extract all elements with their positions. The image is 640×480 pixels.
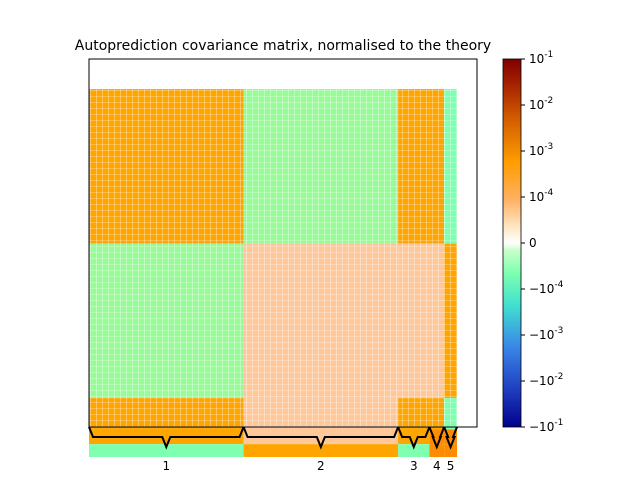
colorbar-tick-label: −10-3 — [529, 326, 563, 342]
group-label-4: 4 — [433, 459, 441, 473]
chart-title: Autoprediction covariance matrix, normal… — [75, 38, 491, 54]
colorbar-ticks: 10-1 10-2 10-3 10-4 0 −10-4 −10-3 −10-2 −10-1 — [521, 50, 564, 434]
group-brace-4 — [428, 426, 446, 450]
heatmap-block-5-4 — [429, 444, 445, 457]
heatmap-texture — [89, 59, 457, 427]
plot-frame — [88, 58, 478, 428]
heatmap-block-4-2 — [243, 429, 399, 445]
heatmap-block-5-5 — [444, 444, 457, 457]
group-brace-3 — [397, 426, 431, 450]
colorbar-tick-label: 10-2 — [529, 96, 553, 112]
group-brace-2 — [242, 426, 400, 450]
heatmap-block-4-1 — [89, 429, 244, 445]
colorbar-tick-label: 10-1 — [529, 50, 553, 66]
group-brace-1 — [88, 426, 245, 450]
heatmap-block-5-3 — [398, 444, 430, 457]
heatmap-block-5-1 — [89, 444, 244, 457]
colorbar-tick-label: −10-4 — [529, 280, 564, 296]
colorbar-tick-label: 10-4 — [529, 188, 554, 204]
colorbar — [502, 58, 522, 428]
group-label-5: 5 — [447, 459, 455, 473]
group-label-1: 1 — [162, 459, 170, 473]
colorbar-tick-label: 0 — [529, 236, 537, 250]
colorbar-tick-label: −10-1 — [529, 418, 563, 434]
group-label-2: 2 — [317, 459, 325, 473]
group-brace-5 — [443, 426, 458, 450]
group-label-3: 3 — [410, 459, 418, 473]
colorbar-tick-label: 10-3 — [529, 142, 553, 158]
heatmap-block-5-2 — [243, 444, 399, 457]
colorbar-tick-label: −10-2 — [529, 372, 563, 388]
heatmap-block-4-3 — [398, 429, 430, 445]
